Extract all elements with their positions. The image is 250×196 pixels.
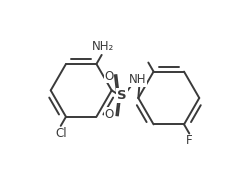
Text: F: F — [186, 134, 192, 147]
Text: NH: NH — [129, 74, 146, 86]
Text: NH₂: NH₂ — [92, 40, 114, 53]
Text: O: O — [104, 70, 114, 83]
Text: O: O — [104, 108, 114, 121]
Text: Cl: Cl — [55, 127, 66, 140]
Text: S: S — [117, 89, 127, 102]
